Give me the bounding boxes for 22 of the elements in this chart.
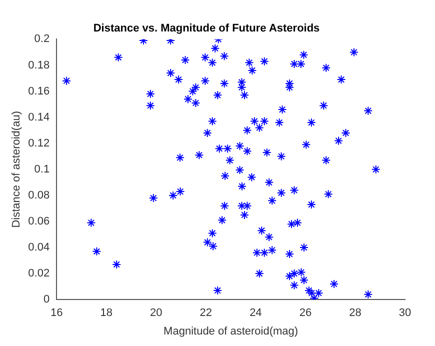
y-tick-label: 0.12 [28,137,50,150]
x-tick-label: 18 [100,307,113,320]
y-tick-label: 0.06 [28,216,50,228]
x-tick-label: 16 [50,307,63,320]
x-tick-label: 26 [299,307,312,320]
x-tick-label: 20 [150,307,162,320]
y-tick-label: 0 [43,294,50,306]
y-tick-label: 0.02 [28,268,50,280]
x-tick-label: 24 [250,307,262,320]
x-tick-label: 22 [200,307,212,320]
y-tick-label: 0.2 [34,33,50,46]
x-tick-label: 30 [398,307,412,320]
y-tick-label: 0.18 [28,59,50,72]
x-tick-label: 28 [349,307,362,320]
y-tick-label: 0.1 [34,163,50,176]
y-tick-label: 0.16 [28,85,50,98]
y-tick-label: 0.08 [28,189,50,202]
y-tick-label: 0.14 [28,111,50,124]
x-axis-title: Magnitude of asteroid(mag) [164,325,298,338]
chart-title: Distance vs. Magnitude of Future Asteroids [93,22,320,35]
y-tick-label: 0.04 [28,242,50,254]
y-axis-title: Distance of asteroid(au) [10,111,23,228]
